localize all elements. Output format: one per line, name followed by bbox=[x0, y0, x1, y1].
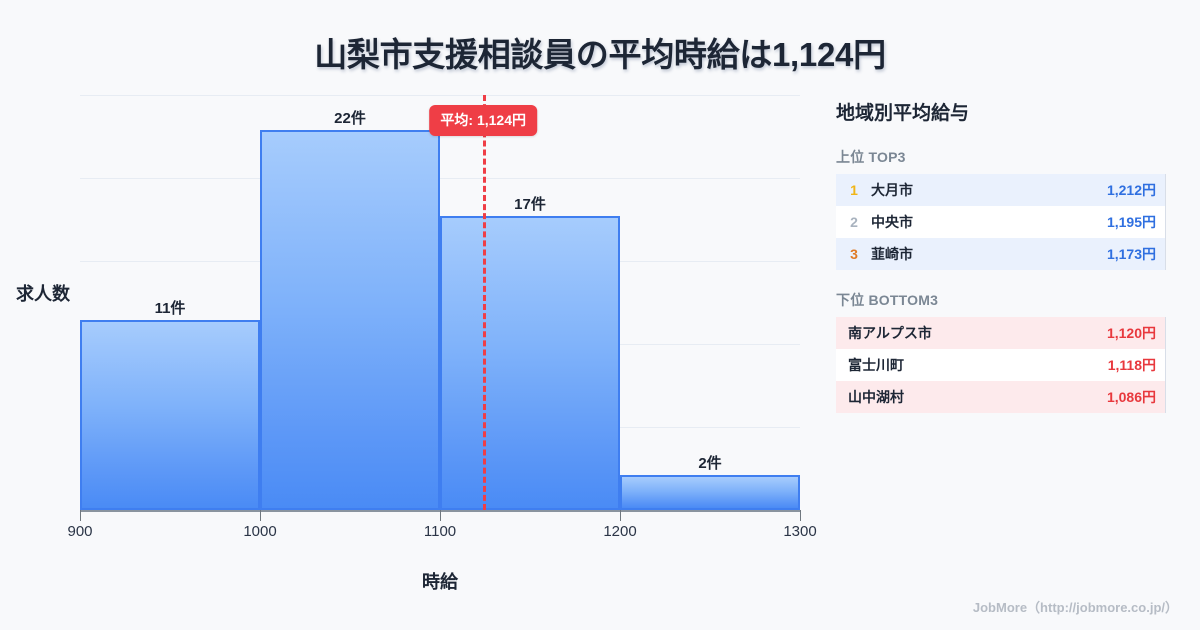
x-tick-mark bbox=[80, 510, 81, 521]
bar-value-label: 17件 bbox=[514, 196, 546, 214]
bottom3-heading: 下位 BOTTOM3 bbox=[836, 292, 939, 308]
footer-credit: JobMore（http://jobmore.co.jp/） bbox=[972, 600, 1178, 615]
gridline bbox=[80, 95, 800, 96]
page-title: 山梨市支援相談員の平均時給は1,124円 bbox=[314, 36, 886, 73]
histogram-bar bbox=[260, 129, 440, 510]
area-pay-value: 1,173円 bbox=[1106, 246, 1156, 262]
table-row: 南アルプス市 1,120円 bbox=[836, 317, 1165, 349]
table-row: 3 韮崎市 1,173円 bbox=[836, 238, 1165, 270]
bar-value-label: 22件 bbox=[334, 109, 366, 127]
area-name: 富士川町 bbox=[848, 357, 904, 373]
histogram-bar bbox=[440, 216, 620, 510]
x-axis-label: 時給 bbox=[422, 572, 458, 592]
bottom3-table: 南アルプス市 1,120円富士川町 1,118円山中湖村 1,086円 bbox=[836, 317, 1166, 413]
bar-value-label: 11件 bbox=[154, 299, 186, 317]
x-tick-mark bbox=[260, 510, 261, 521]
rank-number: 1 bbox=[850, 182, 858, 198]
y-axis-label: 求人数 bbox=[16, 284, 70, 304]
table-row: 山中湖村 1,086円 bbox=[836, 381, 1165, 413]
histogram-bar bbox=[80, 319, 260, 510]
average-dashed-line bbox=[483, 95, 487, 510]
area-name: 中央市 bbox=[871, 214, 913, 230]
gridline bbox=[80, 178, 800, 179]
average-badge: 平均: 1,124円 bbox=[429, 105, 537, 136]
x-tick-mark bbox=[620, 510, 621, 521]
area-name: 大月市 bbox=[871, 182, 913, 198]
rank-number: 2 bbox=[850, 214, 858, 230]
x-tick-label: 1200 bbox=[603, 523, 637, 540]
area-name: 南アルプス市 bbox=[848, 325, 932, 341]
rank-number: 3 bbox=[850, 246, 858, 262]
x-tick-label: 1300 bbox=[783, 523, 817, 540]
x-tick-label: 1000 bbox=[243, 523, 277, 540]
area-pay-value: 1,120円 bbox=[1106, 325, 1156, 341]
area-pay-value: 1,086円 bbox=[1106, 389, 1156, 405]
area-name: 山中湖村 bbox=[848, 389, 904, 405]
area-pay-value: 1,195円 bbox=[1106, 214, 1156, 230]
x-tick-mark bbox=[800, 510, 801, 521]
area-pay-value: 1,212円 bbox=[1106, 182, 1156, 198]
table-row: 1 大月市 1,212円 bbox=[836, 174, 1165, 206]
x-tick-mark bbox=[440, 510, 441, 521]
regional-pay-panel: 地域別平均給与 上位 TOP3 1 大月市 1,212円 2 中央市 1,195円 3 韮崎市… bbox=[836, 98, 1166, 433]
top3-table: 1 大月市 1,212円 2 中央市 1,195円 3 韮崎市 1,173円 bbox=[836, 174, 1166, 270]
area-pay-value: 1,118円 bbox=[1107, 357, 1156, 373]
table-row: 富士川町 1,118円 bbox=[836, 349, 1165, 381]
top3-heading: 上位 TOP3 bbox=[836, 149, 906, 165]
table-row: 2 中央市 1,195円 bbox=[836, 206, 1165, 238]
x-tick-label: 900 bbox=[67, 523, 93, 540]
histogram-chart: 求人数 11件 22件 17件 2件 900 1000 1100 1200 1300 平均: … bbox=[16, 95, 817, 592]
area-name: 韮崎市 bbox=[871, 246, 913, 262]
histogram-bar bbox=[620, 475, 800, 510]
bar-value-label: 2件 bbox=[698, 455, 722, 473]
x-tick-label: 1100 bbox=[423, 523, 457, 540]
panel-title: 地域別平均給与 bbox=[836, 103, 970, 124]
